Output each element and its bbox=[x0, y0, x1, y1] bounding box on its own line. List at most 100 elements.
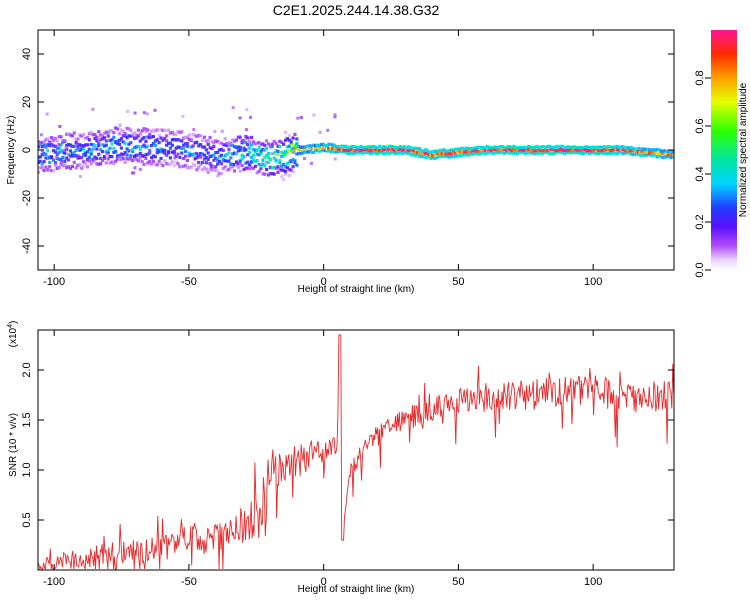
heatmap-cell bbox=[217, 159, 222, 164]
heatmap-cell bbox=[333, 157, 337, 161]
heatmap-cell bbox=[274, 141, 278, 145]
heatmap-cell bbox=[289, 158, 293, 162]
heatmap-cell bbox=[483, 146, 488, 150]
heatmap-cell bbox=[278, 139, 282, 143]
heatmap-cell bbox=[431, 155, 435, 160]
heatmap-cell bbox=[129, 134, 133, 138]
heatmap-cell bbox=[406, 151, 410, 156]
heatmap-cell bbox=[165, 139, 169, 143]
heatmap-cell bbox=[300, 145, 305, 149]
heatmap-cell bbox=[580, 148, 584, 153]
heatmap-cell bbox=[112, 150, 116, 155]
heatmap-cell bbox=[664, 152, 669, 156]
heatmap-cell bbox=[108, 161, 112, 165]
heatmap-cell bbox=[70, 152, 74, 156]
heatmap-cell bbox=[508, 145, 512, 149]
heatmap-cell bbox=[78, 162, 82, 167]
heatmap-cell bbox=[465, 150, 469, 154]
heatmap-cell bbox=[417, 154, 422, 158]
heatmap-cell bbox=[85, 157, 90, 162]
snr-scale-prefix: (x10 bbox=[8, 327, 19, 347]
heatmap-cell bbox=[59, 148, 63, 152]
heatmap-cell bbox=[185, 158, 190, 163]
heatmap-cell bbox=[183, 163, 188, 168]
heatmap-cell bbox=[204, 161, 208, 165]
heatmap-cell bbox=[268, 144, 273, 148]
heatmap-cell bbox=[478, 145, 482, 149]
heatmap-cell bbox=[515, 146, 520, 150]
heatmap-cell bbox=[374, 145, 378, 149]
heatmap-cell bbox=[268, 171, 273, 176]
heatmap-cell bbox=[448, 149, 452, 153]
heatmap-cell bbox=[57, 150, 61, 154]
heatmap-cell bbox=[55, 139, 59, 143]
heatmap-cell bbox=[44, 152, 48, 157]
heatmap-cell bbox=[180, 151, 184, 155]
heatmap-cell bbox=[53, 163, 57, 167]
heatmap-cell bbox=[181, 114, 185, 118]
heatmap-cell bbox=[191, 152, 195, 157]
heatmap-cell bbox=[251, 158, 256, 162]
heatmap-cell bbox=[512, 147, 516, 151]
heatmap-cell bbox=[451, 149, 456, 153]
heatmap-cell bbox=[651, 153, 655, 157]
heatmap-cell bbox=[197, 160, 201, 165]
heatmap-cell bbox=[318, 130, 322, 134]
heatmap-cell bbox=[102, 156, 107, 161]
heatmap-cell bbox=[276, 170, 280, 174]
heatmap-cell bbox=[519, 150, 523, 155]
heatmap-cell bbox=[515, 148, 520, 153]
snr-series bbox=[38, 334, 674, 570]
heatmap-cell bbox=[195, 140, 199, 144]
heatmap-cell bbox=[400, 145, 405, 150]
heatmap-cell bbox=[236, 149, 240, 153]
heatmap-cell bbox=[42, 140, 46, 144]
heatmap-cell bbox=[538, 146, 542, 150]
heatmap-cell bbox=[102, 136, 107, 140]
heatmap-cell bbox=[332, 143, 337, 147]
heatmap-cell bbox=[672, 155, 674, 159]
heatmap-cell bbox=[132, 171, 136, 175]
heatmap-cell bbox=[200, 152, 205, 156]
heatmap-cell bbox=[425, 151, 429, 155]
heatmap-cell bbox=[249, 143, 254, 147]
heatmap-cell bbox=[323, 148, 327, 153]
heatmap-cell bbox=[161, 148, 165, 152]
heatmap-cell bbox=[134, 136, 139, 140]
heatmap-cell bbox=[206, 151, 210, 155]
heatmap-cell bbox=[372, 150, 376, 154]
heatmap-cell bbox=[151, 154, 156, 158]
heatmap-cell bbox=[210, 154, 214, 158]
heatmap-cell bbox=[478, 152, 482, 156]
heatmap-cell bbox=[116, 157, 120, 161]
heatmap-cell bbox=[280, 150, 284, 154]
heatmap-cell bbox=[146, 128, 150, 132]
heatmap-cell bbox=[466, 153, 471, 157]
snr-axes: -100 -50 0 50 100 0.5 1.0 1.5 2.0 bbox=[21, 330, 674, 588]
heatmap-cell bbox=[125, 147, 129, 151]
heatmap-cell bbox=[434, 156, 439, 160]
heatmap-cell bbox=[238, 116, 242, 120]
heatmap-cell bbox=[263, 164, 267, 168]
heatmap-cell bbox=[398, 144, 403, 149]
heatmap-cell bbox=[608, 145, 612, 149]
heatmap-cell bbox=[216, 158, 220, 162]
heatmap-cell bbox=[557, 150, 561, 154]
heatmap-cell bbox=[140, 153, 144, 158]
heatmap-cell bbox=[465, 146, 469, 150]
heatmap-cell bbox=[374, 147, 378, 152]
heatmap-cell bbox=[402, 148, 406, 152]
heatmap-cell bbox=[640, 153, 644, 157]
heatmap-cell bbox=[307, 147, 311, 151]
heatmap-cell bbox=[300, 151, 305, 155]
heatmap-cell bbox=[133, 166, 137, 170]
heatmap-cell bbox=[225, 159, 229, 163]
heatmap-cell bbox=[634, 147, 639, 152]
heatmap-cell bbox=[580, 145, 584, 150]
heatmap-cell bbox=[166, 141, 171, 146]
heatmap-cell bbox=[531, 146, 535, 150]
heatmap-cell bbox=[629, 152, 633, 156]
heatmap-cell bbox=[48, 140, 52, 144]
heatmap-cell bbox=[257, 162, 261, 167]
heatmap-cell bbox=[155, 163, 159, 167]
